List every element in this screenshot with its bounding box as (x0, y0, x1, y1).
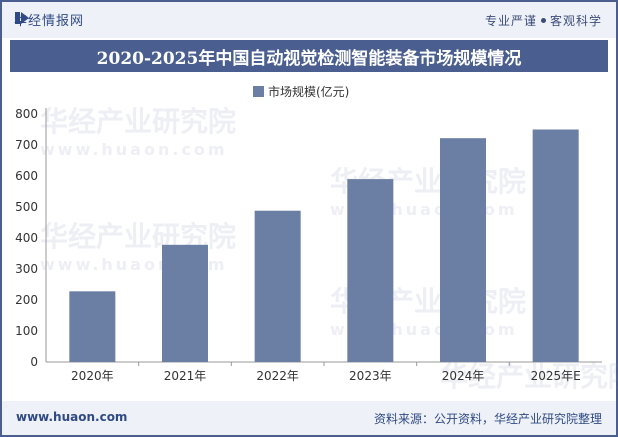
bar-4 (347, 179, 394, 362)
x-tick-label: 2020年 (71, 369, 114, 383)
bar-2 (162, 244, 208, 362)
y-tick-label: 800 (15, 107, 38, 121)
y-tick-label: 100 (15, 324, 38, 338)
footer-bar: www.huaon.com 资料来源：公开资料，华经产业研究院整理 (2, 401, 616, 435)
huajing-logo-icon (15, 12, 29, 24)
footer-url[interactable]: www.huaon.com (16, 410, 128, 424)
x-tick-label: 2022年 (256, 369, 299, 383)
bar-6 (532, 129, 579, 362)
y-tick-label: 0 (30, 355, 38, 369)
footer-source: 资料来源：公开资料，华经产业研究院整理 (373, 412, 602, 426)
slogan-left: 专业严谨 (484, 14, 537, 28)
legend-label: 市场规模(亿元) (268, 84, 349, 99)
x-tick-label: 2023年 (349, 369, 392, 383)
chart-title: 2020-2025年中国自动视觉检测智能装备市场规模情况 (96, 48, 522, 69)
header-bar: 华经情报网 专业严谨 客观科学 (2, 2, 616, 38)
y-tick-label: 500 (15, 200, 38, 214)
bar-1 (69, 291, 116, 362)
bar-3 (254, 210, 301, 362)
x-tick-label: 2021年 (164, 369, 207, 383)
y-tick-label: 200 (15, 293, 38, 307)
x-tick-label: 2025年E (531, 369, 581, 383)
separator-dot-icon (540, 18, 546, 23)
bar-chart: 市场规模(亿元) 0 100 200 300 400 500 600 700 800 2020年 20… (15, 84, 602, 383)
slogan-right: 客观科学 (549, 14, 602, 28)
title-bar: 2020-2025年中国自动视觉检测智能装备市场规模情况 (10, 40, 608, 72)
x-tick-label: 2024年 (442, 369, 485, 383)
y-tick-label: 700 (15, 138, 38, 152)
bar-5 (440, 138, 486, 362)
brand[interactable]: 华经情报网 (14, 10, 84, 29)
chart-area: 市场规模(亿元) 0 100 200 300 400 500 600 700 800 2020年 20… (0, 76, 618, 396)
brand-name: 华经情报网 (14, 14, 85, 29)
slogan: 专业严谨 客观科学 (485, 12, 602, 29)
y-tick-label: 600 (15, 169, 38, 183)
y-tick-label: 300 (15, 262, 38, 276)
legend-swatch (253, 86, 264, 97)
y-tick-label: 400 (15, 231, 38, 245)
